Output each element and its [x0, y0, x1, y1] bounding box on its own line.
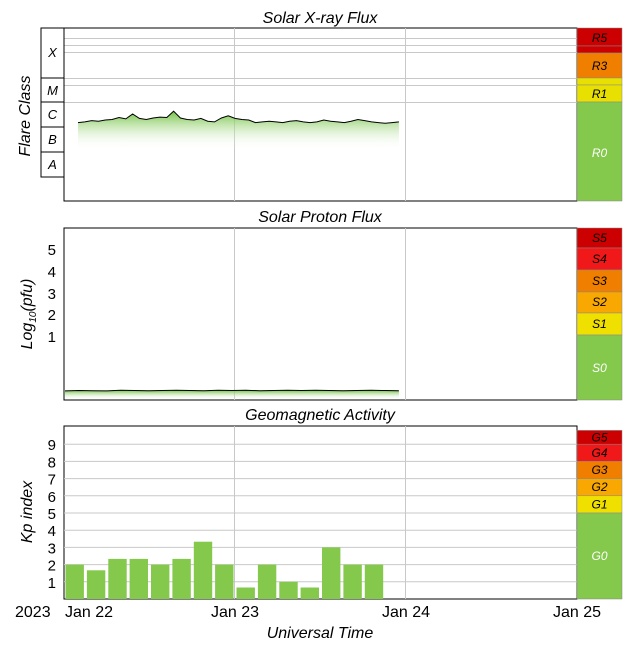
proton-plot-frame	[63, 227, 578, 401]
kp-ylabel: Kp index	[19, 480, 36, 543]
scale-r0-label: R0	[592, 146, 608, 160]
kp-gridlines	[64, 426, 577, 599]
flare-class-m: M	[47, 83, 58, 98]
geomagnetic-storm-scale: G5 G4 G3 G2 G1 G0	[576, 430, 623, 600]
scale-g2-label: G2	[591, 480, 607, 494]
scale-g1-label: G1	[591, 497, 607, 511]
xtick-label: Jan 22	[65, 604, 113, 621]
kp-bar	[343, 564, 362, 599]
xray-title: Solar X-ray Flux	[263, 10, 379, 27]
proton-gridlines	[234, 228, 406, 400]
flare-class-box-a	[40, 151, 65, 178]
xtick-label: Jan 24	[382, 604, 430, 621]
proton-ylabel-main: Log	[19, 323, 36, 350]
xray-flux-line	[77, 110, 399, 124]
scale-r4	[576, 45, 623, 54]
kp-bar	[193, 541, 213, 599]
proton-ytick: 4	[48, 264, 56, 281]
scale-r3	[576, 52, 623, 79]
proton-ytick: 3	[48, 286, 56, 303]
radio-blackout-scale: R5 R3 R1 R0	[576, 27, 623, 202]
scale-s3-label: S3	[592, 274, 607, 288]
scale-r3-label: R3	[592, 59, 608, 73]
proton-ytick: 5	[48, 242, 56, 259]
proton-ylabel-sub: 10	[28, 311, 39, 323]
kp-bar	[86, 570, 106, 599]
kp-ytick: 6	[48, 489, 56, 506]
scale-g0	[576, 512, 623, 600]
scale-s1-label: S1	[592, 317, 607, 331]
kp-bar	[172, 558, 191, 599]
xray-plot-frame	[63, 27, 578, 202]
flare-class-a: A	[47, 157, 57, 172]
kp-bar	[322, 547, 341, 599]
scale-r2	[576, 77, 623, 86]
flare-class-b: B	[48, 132, 57, 147]
proton-ytick: 1	[48, 329, 56, 346]
scale-s2-label: S2	[592, 295, 607, 309]
kp-bar	[236, 587, 255, 599]
flare-class-axis: X M C B A	[40, 27, 65, 178]
proton-flux-line	[64, 389, 399, 392]
xray-gridlines	[64, 28, 577, 201]
scale-s0-label: S0	[592, 361, 607, 375]
scale-s0	[576, 334, 623, 401]
kp-bars	[65, 541, 384, 599]
kp-bar	[257, 564, 277, 599]
xaxis-label: Universal Time	[267, 625, 374, 642]
scale-g0-label: G0	[591, 549, 607, 563]
year-label: 2023	[15, 604, 51, 621]
kp-bar	[65, 564, 84, 599]
scale-r1-label: R1	[592, 87, 607, 101]
xtick-label: Jan 25	[553, 604, 601, 621]
kp-bar	[300, 587, 319, 599]
kp-bar	[151, 564, 170, 599]
kp-ytick: 3	[48, 540, 56, 557]
kp-bar	[108, 558, 127, 599]
kp-ytick: 7	[48, 472, 56, 489]
kp-ytick: 5	[48, 506, 56, 523]
proton-ylabel: Log10(pfu)	[19, 279, 39, 350]
kp-ytick: 2	[48, 558, 56, 575]
kp-bar	[215, 564, 234, 599]
proton-ylabel-tail: (pfu)	[19, 279, 36, 312]
scale-g3-label: G3	[591, 463, 607, 477]
kp-ytick: 4	[48, 523, 56, 540]
proton-yticks: 1 2 3 4 5	[48, 242, 56, 346]
scale-g5-label: G5	[591, 430, 607, 444]
proton-flux-area	[65, 390, 399, 399]
kp-bar	[279, 581, 298, 599]
proton-title: Solar Proton Flux	[258, 209, 383, 226]
kp-title: Geomagnetic Activity	[245, 407, 396, 424]
scale-r0	[576, 101, 623, 202]
kp-bar	[129, 558, 148, 599]
scale-r5-label: R5	[592, 31, 608, 45]
scale-s5-label: S5	[592, 231, 607, 245]
kp-ytick: 9	[48, 437, 56, 454]
xtick-label: Jan 23	[211, 604, 259, 621]
xray-ylabel: Flare Class	[17, 76, 34, 157]
kp-bar	[364, 564, 384, 599]
flare-class-x: X	[47, 45, 58, 60]
proton-ytick: 2	[48, 307, 56, 324]
kp-ytick: 8	[48, 454, 56, 471]
kp-ytick: 1	[48, 575, 56, 592]
scale-g4-label: G4	[591, 446, 607, 460]
xray-flux-area	[78, 111, 399, 150]
scale-s4-label: S4	[592, 252, 607, 266]
flare-class-c: C	[48, 107, 58, 122]
solar-radiation-scale: S5 S4 S3 S2 S1 S0	[576, 227, 623, 401]
